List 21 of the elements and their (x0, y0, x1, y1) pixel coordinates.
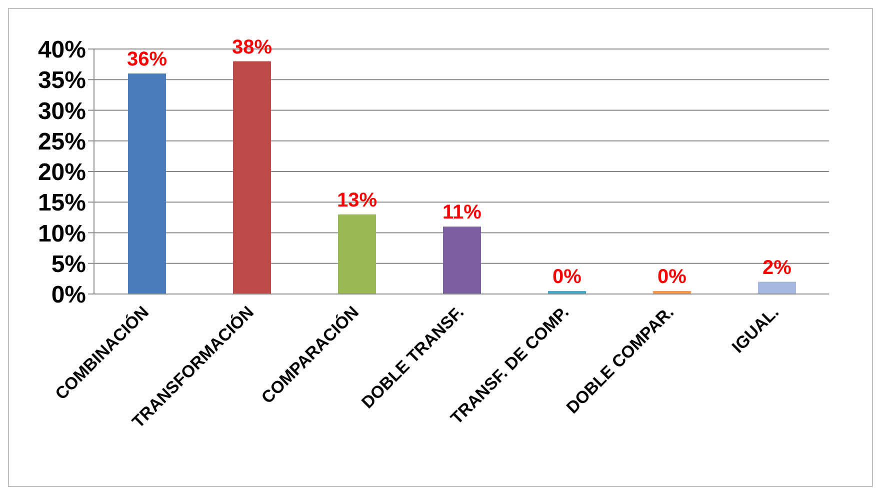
data-label: 36% (126, 48, 168, 70)
bar (758, 282, 796, 294)
y-tick-label: 5% (51, 250, 86, 278)
data-label: 0% (552, 266, 582, 288)
bar (233, 61, 271, 294)
y-tick-label: 10% (38, 220, 86, 248)
bar (128, 74, 166, 294)
data-label: 13% (336, 189, 378, 212)
y-tick-label: 35% (38, 67, 86, 94)
y-tick-label: 40% (38, 36, 86, 64)
data-label: 38% (232, 36, 272, 58)
bar (338, 214, 376, 294)
bar (443, 226, 481, 294)
y-tick-label: 20% (38, 159, 86, 186)
y-tick-label: 25% (38, 128, 86, 156)
data-label: 0% (658, 266, 687, 288)
y-tick-label: 0% (51, 282, 86, 309)
y-tick-label: 30% (38, 98, 86, 125)
data-label: 11% (442, 202, 482, 224)
data-label: 2% (762, 256, 792, 279)
y-tick-label: 15% (38, 190, 86, 217)
